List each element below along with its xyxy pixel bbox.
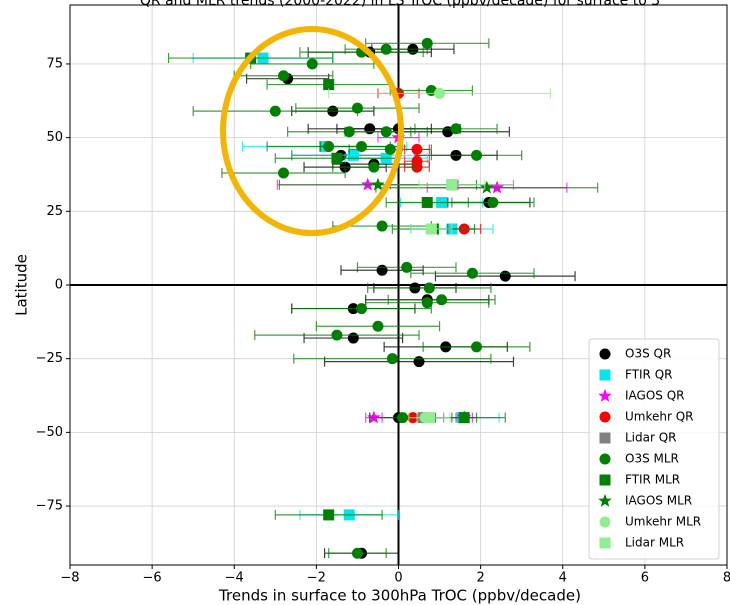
marker-square [599, 474, 611, 486]
marker-circle [356, 46, 368, 58]
marker-circle [436, 294, 448, 306]
marker-star [457, 410, 471, 424]
marker-circle [599, 348, 611, 360]
marker-circle [397, 412, 409, 424]
legend-label: FTIR QR [625, 368, 673, 382]
legend-label: O3S MLR [625, 452, 679, 466]
marker-circle [401, 261, 413, 273]
y-tick-label: −25 [36, 351, 63, 366]
marker-star [480, 180, 494, 194]
marker-circle [376, 220, 388, 232]
series [245, 43, 576, 559]
marker-star [367, 410, 381, 424]
marker-square [245, 52, 257, 64]
x-tick-label: −6 [143, 571, 162, 586]
x-tick-label: 4 [559, 571, 567, 586]
marker-square [599, 537, 611, 549]
y-axis-label: Latitude [13, 254, 31, 316]
marker-circle [376, 264, 388, 276]
series [167, 52, 506, 521]
series [276, 130, 568, 424]
marker-circle [278, 167, 290, 179]
marker-circle [347, 332, 359, 344]
marker-circle [356, 140, 368, 152]
x-tick-label: −4 [225, 571, 244, 586]
marker-circle [466, 267, 478, 279]
x-tick-label: 2 [476, 571, 484, 586]
x-tick-label: −2 [307, 571, 326, 586]
y-tick-label: 0 [55, 278, 63, 293]
legend-box [588, 338, 720, 560]
marker-circle [450, 123, 462, 135]
marker-square [599, 369, 611, 381]
series [192, 37, 535, 559]
x-axis-label: Trends in surface to 300hPa TrOC (ppbv/d… [218, 587, 581, 605]
marker-square [599, 432, 611, 444]
series [328, 87, 552, 424]
y-tick-label: 75 [46, 56, 63, 71]
marker-circle [599, 516, 611, 528]
y-tick-label: 50 [46, 130, 63, 145]
marker-circle [380, 126, 392, 138]
legend-label: FTIR MLR [625, 473, 680, 487]
x-tick-label: −8 [60, 571, 79, 586]
marker-star [598, 493, 612, 507]
marker-circle [278, 70, 290, 82]
marker-square [425, 223, 437, 235]
series [192, 52, 500, 521]
marker-circle [471, 149, 483, 161]
marker-circle [423, 282, 435, 294]
legend-label: Umkehr MLR [625, 515, 701, 529]
x-tick-label: 0 [394, 571, 402, 586]
marker-circle [599, 453, 611, 465]
marker-square [421, 196, 433, 208]
y-tick-label: −50 [36, 425, 63, 440]
marker-star [360, 177, 375, 191]
x-tick-label: 8 [723, 571, 730, 586]
legend: O3S QR FTIR QR IAGOS QR Umkehr QR Lidar QR O3… [588, 338, 720, 560]
legend-label: IAGOS MLR [625, 494, 692, 508]
marker-star [490, 180, 504, 194]
marker-circle [351, 547, 363, 559]
marker-circle [386, 353, 398, 365]
y-tick-label: 25 [46, 204, 63, 219]
marker-square [331, 152, 343, 164]
marker-circle [434, 87, 446, 99]
marker-star [371, 177, 385, 191]
marker-square [446, 179, 458, 191]
marker-square [323, 509, 335, 521]
marker-circle [411, 161, 423, 173]
legend-label: Umkehr QR [625, 410, 694, 424]
marker-square [423, 412, 435, 424]
marker-circle [368, 161, 380, 173]
marker-circle [351, 102, 363, 114]
legend-label: Lidar QR [625, 431, 677, 445]
legend-label: Lidar MLR [625, 536, 684, 550]
x-tick-label: 6 [641, 571, 649, 586]
marker-circle [269, 105, 281, 117]
marker-circle [331, 329, 343, 341]
legend-label: IAGOS QR [625, 389, 685, 403]
marker-circle [413, 356, 425, 368]
marker-star [598, 388, 612, 402]
marker-circle [599, 411, 611, 423]
marker-circle [372, 320, 384, 332]
marker-circle [384, 143, 396, 155]
marker-circle [499, 270, 511, 282]
marker-circle [306, 58, 318, 70]
marker-circle [487, 196, 499, 208]
y-tick-label: −75 [36, 499, 63, 514]
marker-circle [471, 341, 483, 353]
marker-circle [421, 37, 433, 49]
series [408, 179, 486, 424]
marker-circle [380, 43, 392, 55]
marker-circle [356, 303, 368, 315]
legend-label: O3S QR [625, 347, 671, 361]
